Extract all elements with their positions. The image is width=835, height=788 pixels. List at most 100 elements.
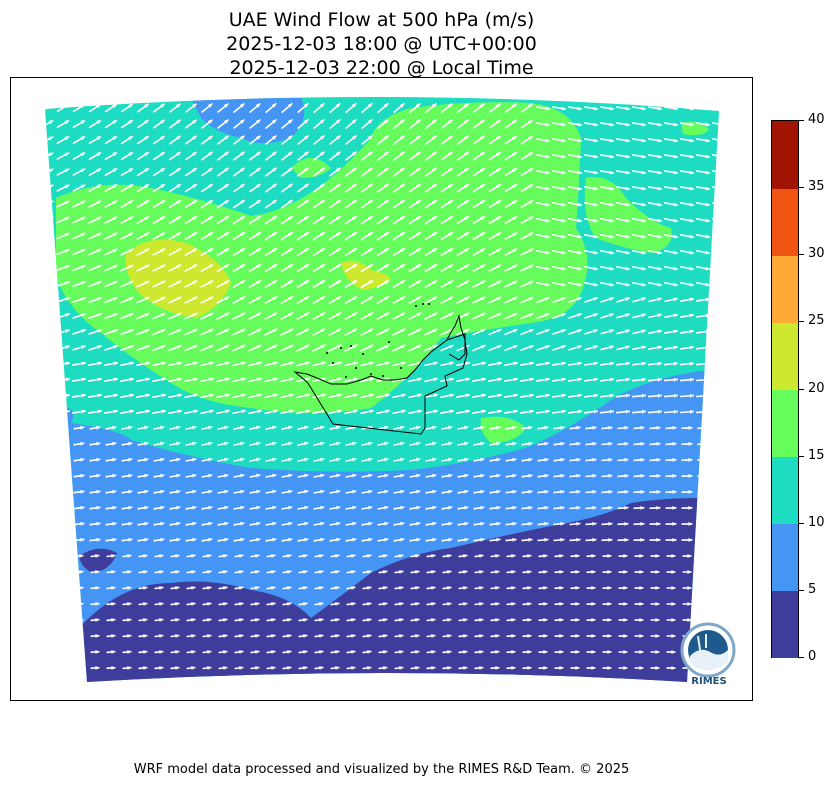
- wind-vector: [45, 426, 53, 430]
- wind-vector-head: [127, 570, 132, 574]
- wind-vector-head: [49, 297, 54, 301]
- wind-vector-head: [625, 138, 630, 143]
- wind-vector-head: [415, 602, 420, 606]
- wind-vector-head: [497, 329, 502, 333]
- wind-vector-head: [464, 473, 469, 478]
- wind-vector-head: [159, 682, 163, 686]
- wind-vector-head: [527, 554, 532, 558]
- wind-vector-head: [352, 457, 357, 462]
- wind-vector-head: [304, 232, 309, 236]
- wind-vector-head: [303, 666, 308, 670]
- wind-vector-head: [47, 586, 52, 590]
- wind-vector-head: [176, 521, 181, 526]
- wind-vector-head: [512, 136, 517, 140]
- wind-vector-head: [593, 250, 598, 255]
- wind-vector-head: [208, 184, 213, 188]
- wind-vector-head: [63, 634, 68, 638]
- wind-vector-head: [561, 282, 566, 287]
- wind-vector-head: [81, 345, 86, 349]
- wind-vector-head: [384, 183, 389, 188]
- wind-vector-head: [655, 554, 660, 558]
- wind-vector-head: [481, 377, 486, 382]
- wind-vector-head: [544, 537, 549, 542]
- wind-vector: [697, 442, 709, 446]
- wind-vector-head: [257, 393, 262, 398]
- wind-vector-head: [95, 618, 100, 622]
- wind-vector-head: [416, 135, 421, 140]
- wind-vector-head: [673, 138, 678, 143]
- wind-vector-head: [673, 409, 678, 414]
- wind-vector-head: [559, 570, 564, 574]
- wind-vector-head: [272, 216, 277, 220]
- wind-vector-head: [288, 521, 293, 526]
- wind-vector-head: [689, 361, 694, 366]
- wind-vector-head: [80, 425, 85, 430]
- title-line-utc-time: 2025-12-03 18:00 @ UTC+00:00: [226, 33, 537, 55]
- wind-vector-head: [257, 377, 262, 382]
- wind-vector-head: [192, 216, 197, 221]
- wind-vector-head: [512, 457, 517, 462]
- wind-vector-head: [80, 136, 85, 141]
- wind-vector-head: [416, 328, 422, 333]
- wind-vector-head: [160, 441, 165, 446]
- wind-vector-head: [705, 282, 710, 287]
- wind-vector-head: [81, 361, 86, 366]
- wind-vector-head: [288, 200, 293, 204]
- wind-vector-head: [687, 618, 692, 622]
- wind-vector-head: [479, 586, 484, 590]
- wind-vector-head: [496, 473, 501, 478]
- wind-vector-head: [609, 250, 614, 255]
- wind-vector-head: [128, 281, 134, 285]
- wind-vector-head: [609, 361, 614, 366]
- wind-vector-head: [641, 361, 646, 366]
- wind-vector-head: [463, 634, 468, 638]
- wind-vector-head: [335, 602, 340, 606]
- wind-vector-head: [417, 393, 422, 398]
- wind-vector-head: [143, 682, 147, 686]
- wind-vector-head: [656, 441, 661, 446]
- wind-vector-head: [432, 537, 437, 542]
- wind-vector-head: [64, 120, 69, 125]
- wind-vector-head: [480, 297, 486, 301]
- wind-vector-head: [192, 441, 197, 446]
- wind-vector-head: [208, 537, 213, 542]
- wind-vector: [711, 233, 719, 239]
- wind-vector-head: [241, 393, 246, 398]
- wind-vector-head: [416, 200, 421, 204]
- wind-vector-head: [352, 167, 357, 172]
- wind-vector-head: [577, 361, 582, 366]
- wind-vector-head: [447, 618, 452, 622]
- colorbar-tick-label: 25: [808, 313, 825, 329]
- wind-vector-head: [96, 200, 102, 205]
- wind-vector: [57, 426, 69, 430]
- wind-vector-head: [640, 490, 645, 494]
- island-marker: [355, 367, 357, 369]
- wind-vector-head: [256, 135, 261, 140]
- wind-vector-head: [159, 666, 164, 670]
- wind-vector-head: [368, 425, 373, 430]
- wind-vector-head: [479, 650, 484, 654]
- wind-vector-head: [271, 618, 276, 622]
- wind-vector-head: [559, 682, 563, 686]
- wind-vector: [711, 330, 719, 334]
- wind-vector-head: [608, 489, 613, 494]
- colorbar-tick-label: 20: [808, 380, 825, 396]
- wind-vector-head: [64, 425, 69, 430]
- wind-vector-head: [577, 377, 582, 382]
- wind-vector-head: [657, 170, 662, 175]
- wind-vector-head: [641, 329, 646, 334]
- wind-vector-head: [80, 457, 85, 462]
- wind-vector-head: [529, 313, 534, 317]
- wind-vector-head: [144, 265, 150, 269]
- wind-vector-head: [95, 666, 100, 670]
- wind-vector-head: [288, 345, 294, 349]
- wind-vector-head: [289, 377, 294, 382]
- wind-vector: [711, 265, 719, 271]
- wind-vector-head: [448, 345, 454, 349]
- wind-vector-head: [704, 458, 709, 462]
- wind-vector-head: [304, 537, 309, 542]
- island-marker: [370, 373, 372, 375]
- wind-vector-head: [128, 104, 133, 108]
- wind-vector-head: [303, 682, 307, 686]
- wind-vector-head: [384, 151, 389, 156]
